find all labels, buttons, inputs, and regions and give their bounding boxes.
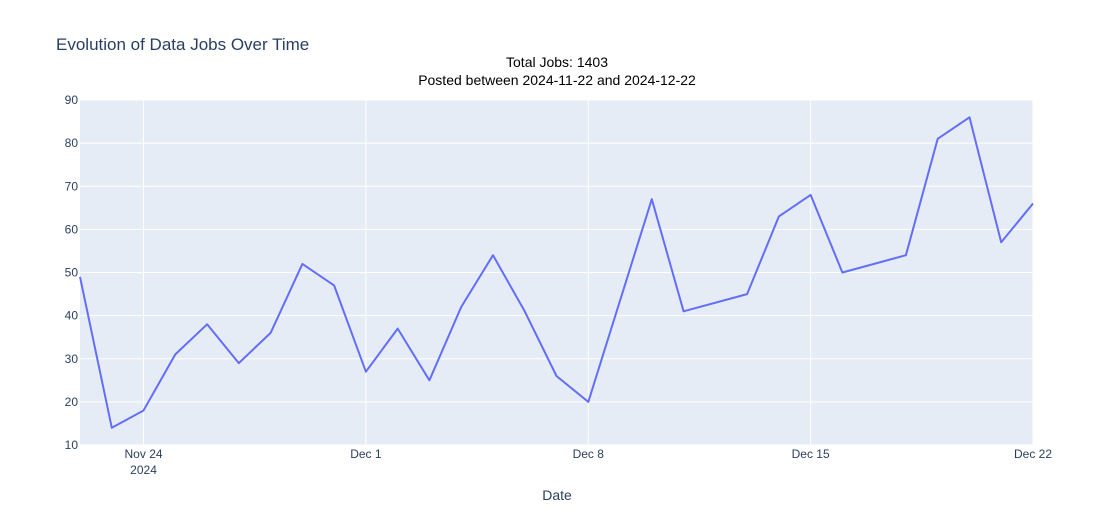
- y-tick-label: 70: [65, 179, 79, 193]
- chart-title: Evolution of Data Jobs Over Time: [56, 35, 309, 54]
- x-tick-label: Dec 8: [573, 447, 605, 461]
- y-tick-label: 80: [65, 136, 79, 150]
- x-axis-ticks: Nov 24 2024 Dec 1 Dec 8 Dec 15 Dec 22: [125, 447, 1053, 477]
- y-tick-label: 20: [65, 395, 79, 409]
- y-tick-label: 50: [65, 266, 79, 280]
- y-tick-label: 60: [65, 222, 79, 236]
- total-jobs-annotation: Total Jobs: 1403: [506, 54, 608, 70]
- y-tick-label: 40: [65, 309, 79, 323]
- y-tick-label: 10: [65, 438, 79, 452]
- y-axis-ticks: 10 20 30 40 50 60 70 80 90: [65, 93, 79, 452]
- x-tick-label: Dec 1: [350, 447, 382, 461]
- x-tick-label: Dec 15: [792, 447, 830, 461]
- grid-lines: [80, 99, 1034, 446]
- x-tick-year-label: 2024: [130, 463, 157, 477]
- series-layer: [79, 116, 1034, 429]
- x-tick-label: Nov 24: [125, 447, 163, 461]
- y-tick-label: 90: [65, 93, 79, 107]
- date-range-annotation: Posted between 2024-11-22 and 2024-12-22: [418, 72, 696, 88]
- y-tick-label: 30: [65, 352, 79, 366]
- x-tick-label: Dec 22: [1014, 447, 1052, 461]
- series-line: [79, 116, 1034, 429]
- x-axis-title: Date: [542, 487, 572, 503]
